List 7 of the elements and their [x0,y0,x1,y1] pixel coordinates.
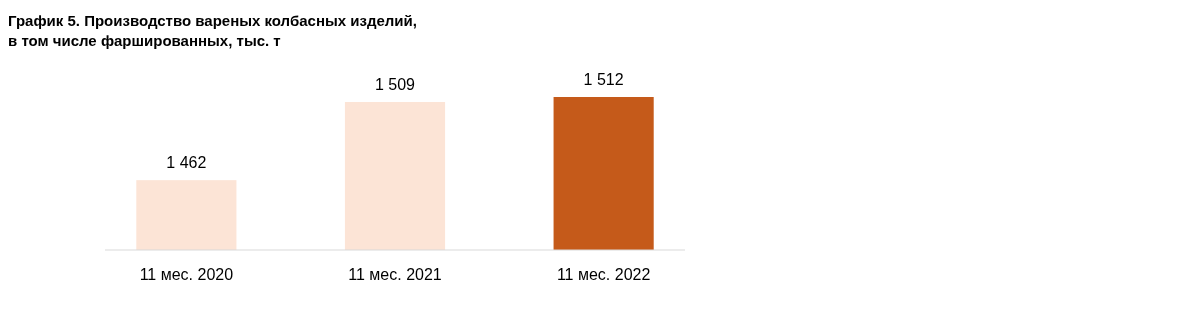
data-label: 1 509 [374,75,416,93]
data-label: 1 512 [583,71,624,88]
data-label: 1 462 [166,154,207,172]
chart-title: График 5. Производство вареных колбасных изделий, в том числе фаршированных, тыс. т [8,12,417,49]
x-tick-label: 11 мес. 2020 [139,266,234,283]
x-tick-label: 11 мес. 2021 [348,266,442,283]
x-tick-label: 11 мес. 2022 [556,266,651,283]
